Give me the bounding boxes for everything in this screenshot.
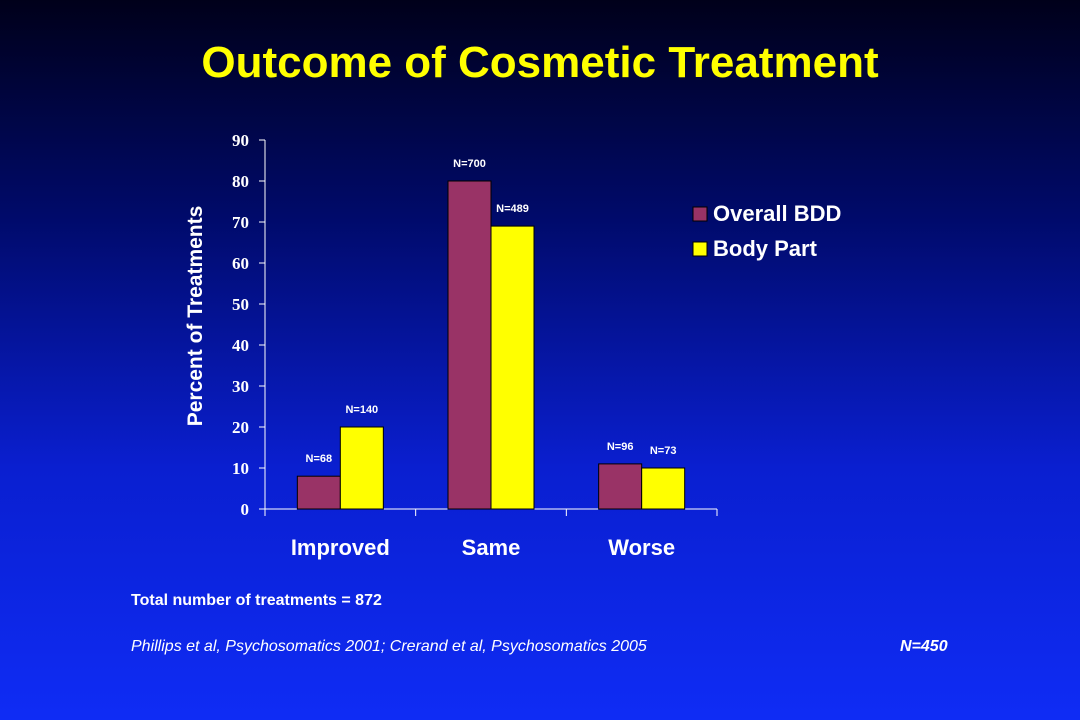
x-axis: Improved Same Worse [264,508,718,560]
bar [447,180,492,510]
y-tick-label: 40 [232,336,249,355]
data-label: N=68 [306,453,333,465]
y-tick-label: 70 [232,213,249,232]
citation: Phillips et al, Psychosomatics 2001; Cre… [131,638,647,655]
bar [598,463,643,510]
slide-title: Outcome of Cosmetic Treatment [201,38,879,87]
y-tick-label: 90 [232,131,249,150]
y-tick-label: 50 [232,295,249,314]
x-tick-label: Improved [291,535,390,560]
data-label: N=73 [650,445,677,457]
y-tick-label: 0 [241,500,250,519]
bar [296,475,341,510]
bars: N=68 N=140 N=700 N=489 N=96 N=73 [296,158,686,510]
y-tick-label: 10 [232,459,249,478]
legend-swatch [692,241,708,257]
bar [339,426,384,510]
data-label: N=489 [496,203,529,215]
data-label: N=96 [607,441,634,453]
y-tick-label: 30 [232,377,249,396]
total-treatments-note: Total number of treatments = 872 [131,592,382,609]
sample-size: N=450 [900,638,948,655]
y-tick-label: 60 [232,254,249,273]
legend-label: Body Part [713,236,818,261]
data-label: N=700 [453,158,486,170]
x-tick-label: Same [462,535,521,560]
y-tick-label: 20 [232,418,249,437]
y-axis: 0 10 20 30 40 50 60 70 80 90 [232,131,266,519]
data-label: N=140 [345,404,378,416]
bar [490,225,535,510]
legend: Overall BDD Body Part [692,201,841,261]
y-axis-label: Percent of Treatments [184,206,207,427]
y-tick-label: 80 [232,172,249,191]
bar [641,467,686,510]
legend-swatch [692,206,708,222]
legend-label: Overall BDD [713,201,841,226]
x-tick-label: Worse [608,535,675,560]
